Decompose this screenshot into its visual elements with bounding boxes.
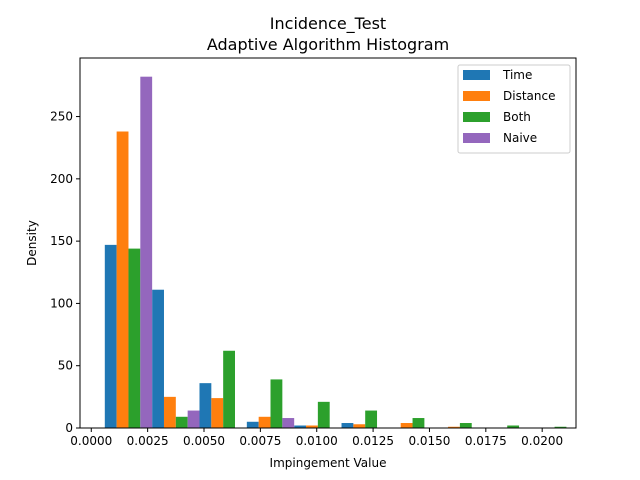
bar-naive-bin-3: [282, 418, 295, 428]
bar-distance-bin-1: [163, 396, 176, 428]
bar-distance-bin-2: [211, 398, 224, 428]
chart-subtitle: Adaptive Algorithm Histogram: [207, 35, 449, 54]
bar-distance-bin-4: [306, 425, 318, 428]
bar-distance-bin-7: [448, 426, 460, 428]
bar-both-bin-2: [223, 350, 235, 428]
x-tick-label: 0.0125: [352, 434, 394, 448]
bar-distance-bin-6: [400, 423, 413, 428]
bar-both-bin-9: [554, 426, 567, 428]
legend-label-time: Time: [502, 68, 532, 82]
y-tick-label: 50: [58, 359, 73, 373]
plot-frame: [79, 57, 577, 429]
bar-naive-bin-0: [140, 76, 153, 429]
bar-time-bin-5: [341, 423, 354, 428]
legend-swatch-naive: [463, 133, 490, 143]
bar-both-bin-3: [270, 379, 283, 428]
y-tick-label: 150: [50, 234, 73, 248]
y-tick-label: 200: [50, 172, 73, 186]
bar-both-bin-7: [459, 423, 472, 428]
x-tick-label: 0.0150: [408, 434, 450, 448]
legend-label-distance: Distance: [503, 89, 555, 103]
bar-both-bin-8: [507, 425, 520, 428]
bar-both-bin-0: [128, 248, 141, 428]
x-axis-label: Impingement Value: [270, 456, 387, 470]
bar-naive-bin-1: [187, 410, 200, 428]
legend-box: [457, 64, 571, 154]
bar-both-bin-5: [365, 410, 378, 428]
bars-group: [104, 76, 567, 429]
legend-swatch-distance: [463, 91, 490, 101]
x-tick-label: 0.0175: [465, 434, 507, 448]
y-tick-label: 250: [50, 110, 73, 124]
bar-both-bin-6: [412, 418, 425, 428]
y-tick-label: 0: [65, 421, 73, 435]
bar-both-bin-4: [317, 401, 330, 428]
chart-title: Incidence_Test: [270, 14, 386, 34]
x-tick-label: 0.0075: [239, 434, 281, 448]
y-axis-ticks: 0 50 100 150 200 250: [50, 110, 80, 435]
y-axis-label: Density: [25, 220, 39, 266]
bar-both-bin-1: [175, 416, 188, 428]
x-tick-label: 0.0050: [183, 434, 225, 448]
bar-time-bin-0: [104, 244, 117, 428]
legend: Time Distance Both Naive: [457, 64, 571, 154]
bar-time-bin-3: [246, 421, 259, 428]
x-axis-ticks: 0.0000 0.0025 0.0050 0.0075 0.0100 0.0125 0.01…: [70, 428, 563, 448]
bar-distance-bin-5: [353, 424, 366, 428]
bar-time-bin-2: [199, 383, 212, 428]
bar-time-bin-4: [294, 425, 307, 428]
bar-time-bin-1: [152, 289, 164, 428]
legend-label-naive: Naive: [503, 131, 537, 145]
x-tick-label: 0.0200: [521, 434, 563, 448]
legend-swatch-time: [463, 70, 490, 80]
bar-distance-bin-0: [116, 131, 129, 428]
legend-label-both: Both: [503, 110, 531, 124]
x-tick-label: 0.0100: [296, 434, 338, 448]
bar-distance-bin-3: [258, 416, 271, 428]
x-tick-label: 0.0000: [70, 434, 112, 448]
y-tick-label: 100: [50, 296, 73, 310]
legend-swatch-both: [463, 112, 490, 122]
x-tick-label: 0.0025: [127, 434, 169, 448]
